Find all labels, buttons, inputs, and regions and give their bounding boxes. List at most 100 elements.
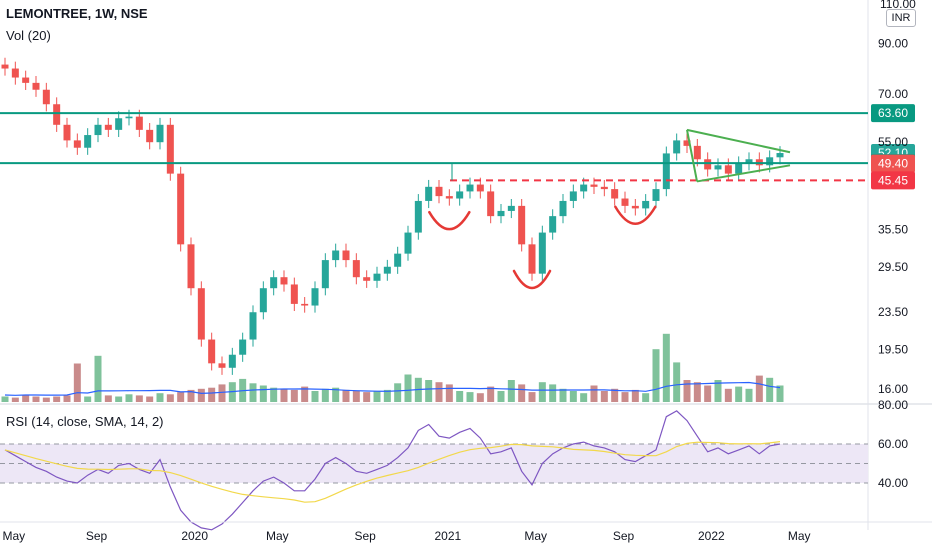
volume-bar xyxy=(11,397,19,402)
volume-bar xyxy=(662,333,670,402)
volume-bar xyxy=(115,396,123,402)
volume-bar xyxy=(146,396,154,402)
volume-bar xyxy=(580,393,588,402)
volume-bar xyxy=(621,392,629,402)
candle-body xyxy=(156,124,164,143)
candle xyxy=(735,156,743,181)
candle xyxy=(84,128,92,155)
triangle-left-edge[interactable] xyxy=(686,129,698,182)
time-tick-label: Sep xyxy=(613,529,635,543)
volume-bar xyxy=(466,392,474,402)
triangle-lower-line[interactable] xyxy=(696,164,791,183)
currency-badge[interactable]: INR xyxy=(886,9,916,27)
candle-body xyxy=(239,339,247,355)
price-tick-label: 90.00 xyxy=(878,37,908,51)
volume-bar xyxy=(456,391,464,402)
candle xyxy=(301,297,309,313)
candle-body xyxy=(518,205,526,245)
candle-body xyxy=(259,288,267,313)
volume-bar xyxy=(745,388,753,402)
candle-body xyxy=(600,186,608,190)
pattern-arc[interactable] xyxy=(428,210,471,231)
candle-body xyxy=(208,339,216,364)
pattern-arc[interactable] xyxy=(512,269,552,290)
volume-bar xyxy=(435,382,443,402)
volume-bar xyxy=(94,355,102,402)
volume-bar xyxy=(156,393,164,402)
candle xyxy=(600,179,608,197)
volume-bar xyxy=(476,393,484,402)
candle-body xyxy=(352,260,360,278)
candle xyxy=(559,194,567,224)
price-tick-label: 35.50 xyxy=(878,223,908,237)
price-axis: 90.00 70.00 55.00 35.50 29.50 23.50 19.50 16.00… xyxy=(878,37,908,490)
price-badge-box xyxy=(871,171,915,190)
time-axis: May Sep 2020 May Sep 2021 May Sep 2022 May xyxy=(0,521,932,543)
volume-bar xyxy=(404,374,412,402)
candle xyxy=(311,281,319,313)
volume-bar xyxy=(631,389,639,402)
candle-body xyxy=(611,189,619,199)
price-badge-text: 49.40 xyxy=(878,157,908,171)
candle-body xyxy=(32,82,40,90)
price-badge: 49.40 xyxy=(871,154,915,173)
candle-body xyxy=(383,266,391,274)
candle xyxy=(538,225,546,281)
triangle-upper-line[interactable] xyxy=(686,128,791,154)
candle-body xyxy=(270,277,278,289)
time-tick-label: 2021 xyxy=(434,529,461,543)
pattern-drawings xyxy=(428,128,791,290)
candle-body xyxy=(435,186,443,197)
candle xyxy=(321,253,329,296)
candle xyxy=(528,237,536,281)
volume-bar xyxy=(735,386,743,402)
volume-bar xyxy=(425,380,433,402)
candle-body xyxy=(94,124,102,136)
pattern-arc[interactable] xyxy=(614,205,657,225)
candle-body xyxy=(642,200,650,209)
volume-bar xyxy=(280,388,288,402)
candle xyxy=(73,133,81,155)
volume-bar xyxy=(704,385,712,402)
candle xyxy=(642,194,650,216)
candle xyxy=(22,70,30,90)
candle xyxy=(218,356,226,375)
candle-body xyxy=(22,77,30,83)
volume-bar xyxy=(166,394,174,402)
time-tick-label: May xyxy=(788,529,811,543)
candle-body xyxy=(342,250,350,261)
candle xyxy=(63,117,71,148)
candle xyxy=(177,166,185,252)
candle-body xyxy=(73,140,81,148)
candle xyxy=(363,270,371,288)
candle xyxy=(270,270,278,296)
candle-body xyxy=(590,184,598,187)
volume-bar xyxy=(518,384,526,402)
rsi-tick-label: 80.00 xyxy=(878,398,908,412)
candle-body xyxy=(11,68,19,78)
candle xyxy=(518,198,526,252)
candle xyxy=(652,182,660,209)
volume-bar xyxy=(755,375,763,402)
candle-body xyxy=(425,186,433,201)
candle xyxy=(156,117,164,150)
candle-body xyxy=(507,205,515,211)
candle-body xyxy=(249,312,257,340)
volume-ma-line xyxy=(4,381,781,396)
time-tick-label: May xyxy=(2,529,25,543)
candle xyxy=(435,179,443,204)
volume-bar xyxy=(218,384,226,402)
volume-bar xyxy=(73,363,81,402)
volume-bar xyxy=(63,395,71,402)
volume-bar xyxy=(559,388,567,402)
candle-body xyxy=(394,253,402,267)
candle xyxy=(714,158,722,177)
volume-bar xyxy=(507,380,515,402)
candle xyxy=(166,117,174,181)
candle xyxy=(673,133,681,161)
volume-bar xyxy=(259,385,267,402)
time-tick-label: May xyxy=(266,529,289,543)
